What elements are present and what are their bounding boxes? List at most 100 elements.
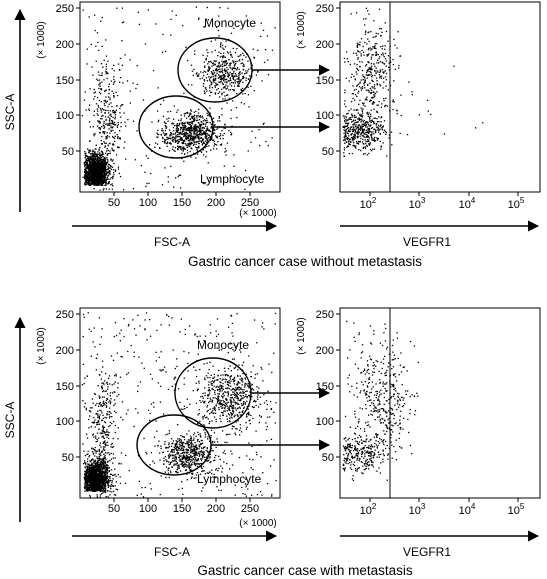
- event-dot: [214, 79, 217, 81]
- event-dot: [209, 87, 211, 89]
- event-dot: [99, 465, 101, 468]
- event-dot: [264, 49, 267, 51]
- event-dot: [100, 89, 103, 91]
- event-dot: [91, 174, 94, 176]
- event-dot: [207, 134, 209, 136]
- event-dot: [214, 64, 216, 66]
- event-dot: [357, 133, 359, 135]
- event-dot: [364, 122, 367, 124]
- event-dot: [92, 482, 95, 484]
- event-dot: [88, 152, 90, 154]
- event-dot: [358, 103, 360, 105]
- event-dot: [88, 164, 91, 166]
- event-dot: [86, 161, 88, 164]
- event-dot: [90, 467, 92, 469]
- event-dot: [97, 473, 99, 475]
- event-dot: [166, 126, 168, 128]
- event-dot: [212, 133, 214, 135]
- event-dot: [358, 117, 360, 119]
- event-dot: [189, 121, 192, 123]
- event-dot: [103, 476, 105, 478]
- event-dot: [367, 135, 369, 137]
- event-dot: [219, 7, 221, 9]
- event-dot: [383, 72, 385, 74]
- event-dot: [184, 122, 186, 124]
- event-dot: [155, 142, 157, 144]
- event-dot: [235, 74, 237, 76]
- event-dot: [96, 173, 98, 176]
- event-dot: [246, 72, 248, 74]
- event-dot: [213, 143, 216, 145]
- event-dot: [172, 141, 174, 143]
- event-dot: [192, 127, 195, 129]
- event-dot: [180, 118, 182, 120]
- event-dot: [189, 124, 192, 126]
- event-dot: [105, 39, 107, 41]
- event-dot: [475, 127, 477, 129]
- event-dot: [89, 478, 91, 481]
- event-dot: [91, 159, 93, 161]
- event-dot: [105, 65, 107, 68]
- event-dot: [100, 168, 103, 170]
- event-dot: [206, 126, 208, 128]
- event-dot: [89, 481, 91, 483]
- event-dot: [107, 171, 109, 173]
- event-dot: [229, 64, 231, 66]
- event-dot: [101, 45, 103, 47]
- event-dot: [121, 7, 123, 9]
- event-dot: [90, 157, 92, 159]
- event-dot: [370, 134, 372, 136]
- event-dot: [88, 180, 90, 182]
- event-dot: [344, 115, 346, 117]
- event-dot: [87, 175, 89, 178]
- event-dot: [203, 75, 205, 77]
- event-dot: [109, 122, 111, 124]
- event-dot: [355, 121, 357, 124]
- event-dot: [94, 461, 97, 463]
- event-dot: [97, 180, 100, 182]
- event-dot: [88, 476, 90, 478]
- y-unit-label: (× 1000): [36, 21, 47, 59]
- event-dot: [354, 146, 356, 148]
- event-dot: [379, 56, 381, 58]
- event-dot: [85, 472, 87, 475]
- event-dot: [221, 71, 223, 73]
- event-dot: [347, 130, 349, 133]
- event-dot: [101, 72, 103, 74]
- event-dot: [214, 92, 216, 94]
- event-dot: [362, 131, 364, 133]
- event-dot: [380, 124, 382, 126]
- event-dot: [104, 482, 106, 484]
- event-dot: [106, 171, 108, 174]
- event-dot: [384, 22, 386, 24]
- event-dot: [247, 70, 249, 72]
- event-dot: [187, 132, 189, 135]
- event-dot: [94, 459, 96, 461]
- event-dot: [97, 153, 99, 155]
- event-dot: [83, 163, 86, 165]
- event-dot: [204, 133, 206, 135]
- x-unit-label: (× 1000): [239, 208, 277, 219]
- event-dot: [103, 473, 105, 475]
- event-dot: [96, 164, 99, 166]
- event-dot: [92, 176, 94, 178]
- event-dot: [263, 122, 265, 124]
- event-dot: [243, 73, 246, 75]
- event-dot: [213, 62, 215, 64]
- event-dot: [219, 56, 222, 58]
- event-dot: [394, 68, 396, 70]
- event-dot: [195, 73, 197, 75]
- event-dot: [193, 142, 195, 144]
- event-dot: [245, 15, 248, 17]
- event-dot: [191, 84, 193, 86]
- event-dot: [178, 135, 180, 137]
- event-dot: [88, 489, 90, 491]
- event-dot: [344, 130, 346, 132]
- event-dot: [108, 470, 111, 472]
- event-dot: [222, 77, 224, 79]
- event-dot: [119, 175, 122, 178]
- event-dot: [184, 140, 186, 142]
- event-dot: [87, 160, 89, 162]
- event-dot: [100, 161, 102, 164]
- event-dot: [86, 165, 88, 167]
